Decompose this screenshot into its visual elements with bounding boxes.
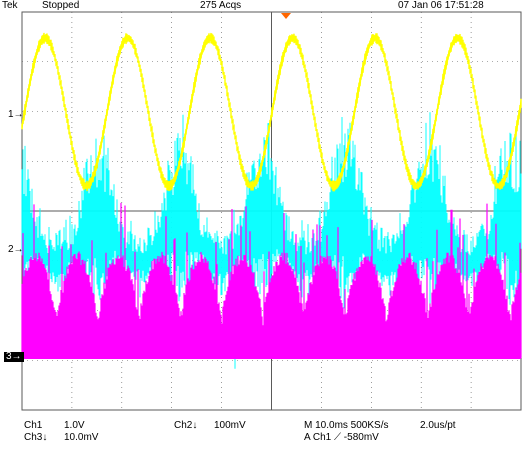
ch3-waveform: [21, 202, 522, 359]
trigger-readout: A Ch1 ⟋ -580mV: [304, 432, 379, 443]
ch1-trace-path: [21, 32, 522, 192]
waveform-area: [21, 32, 522, 369]
timestamp: 07 Jan 06 17:51:28: [398, 0, 484, 11]
trigger-position-marker: [281, 13, 291, 19]
timebase-readout: M 10.0ms 500KS/s: [304, 420, 389, 431]
ch2-ground-marker: 2→: [8, 244, 24, 255]
ch1-scale: 1.0V: [64, 420, 85, 431]
ch1-label: Ch1: [24, 420, 43, 431]
ch3-trace-path: [21, 202, 522, 358]
ch2-scale: 100mV: [214, 420, 246, 431]
acquisition-count: 275 Acqs: [200, 0, 242, 11]
sample-interval-readout: 2.0us/pt: [420, 420, 456, 431]
run-state: Stopped: [42, 0, 80, 11]
brand-label: Tek: [2, 0, 18, 11]
ch1-ground-marker: 1→: [8, 109, 24, 120]
ch3-ground-marker: 3→: [4, 351, 24, 362]
ch3-label: Ch3↓: [24, 432, 48, 443]
ch2-label: Ch2↓: [174, 420, 198, 431]
ch3-scale: 10.0mV: [64, 432, 99, 443]
ch1-waveform: [21, 32, 522, 192]
status-bar: Tek Stopped 275 Acqs 07 Jan 06 17:51:28: [0, 0, 525, 12]
